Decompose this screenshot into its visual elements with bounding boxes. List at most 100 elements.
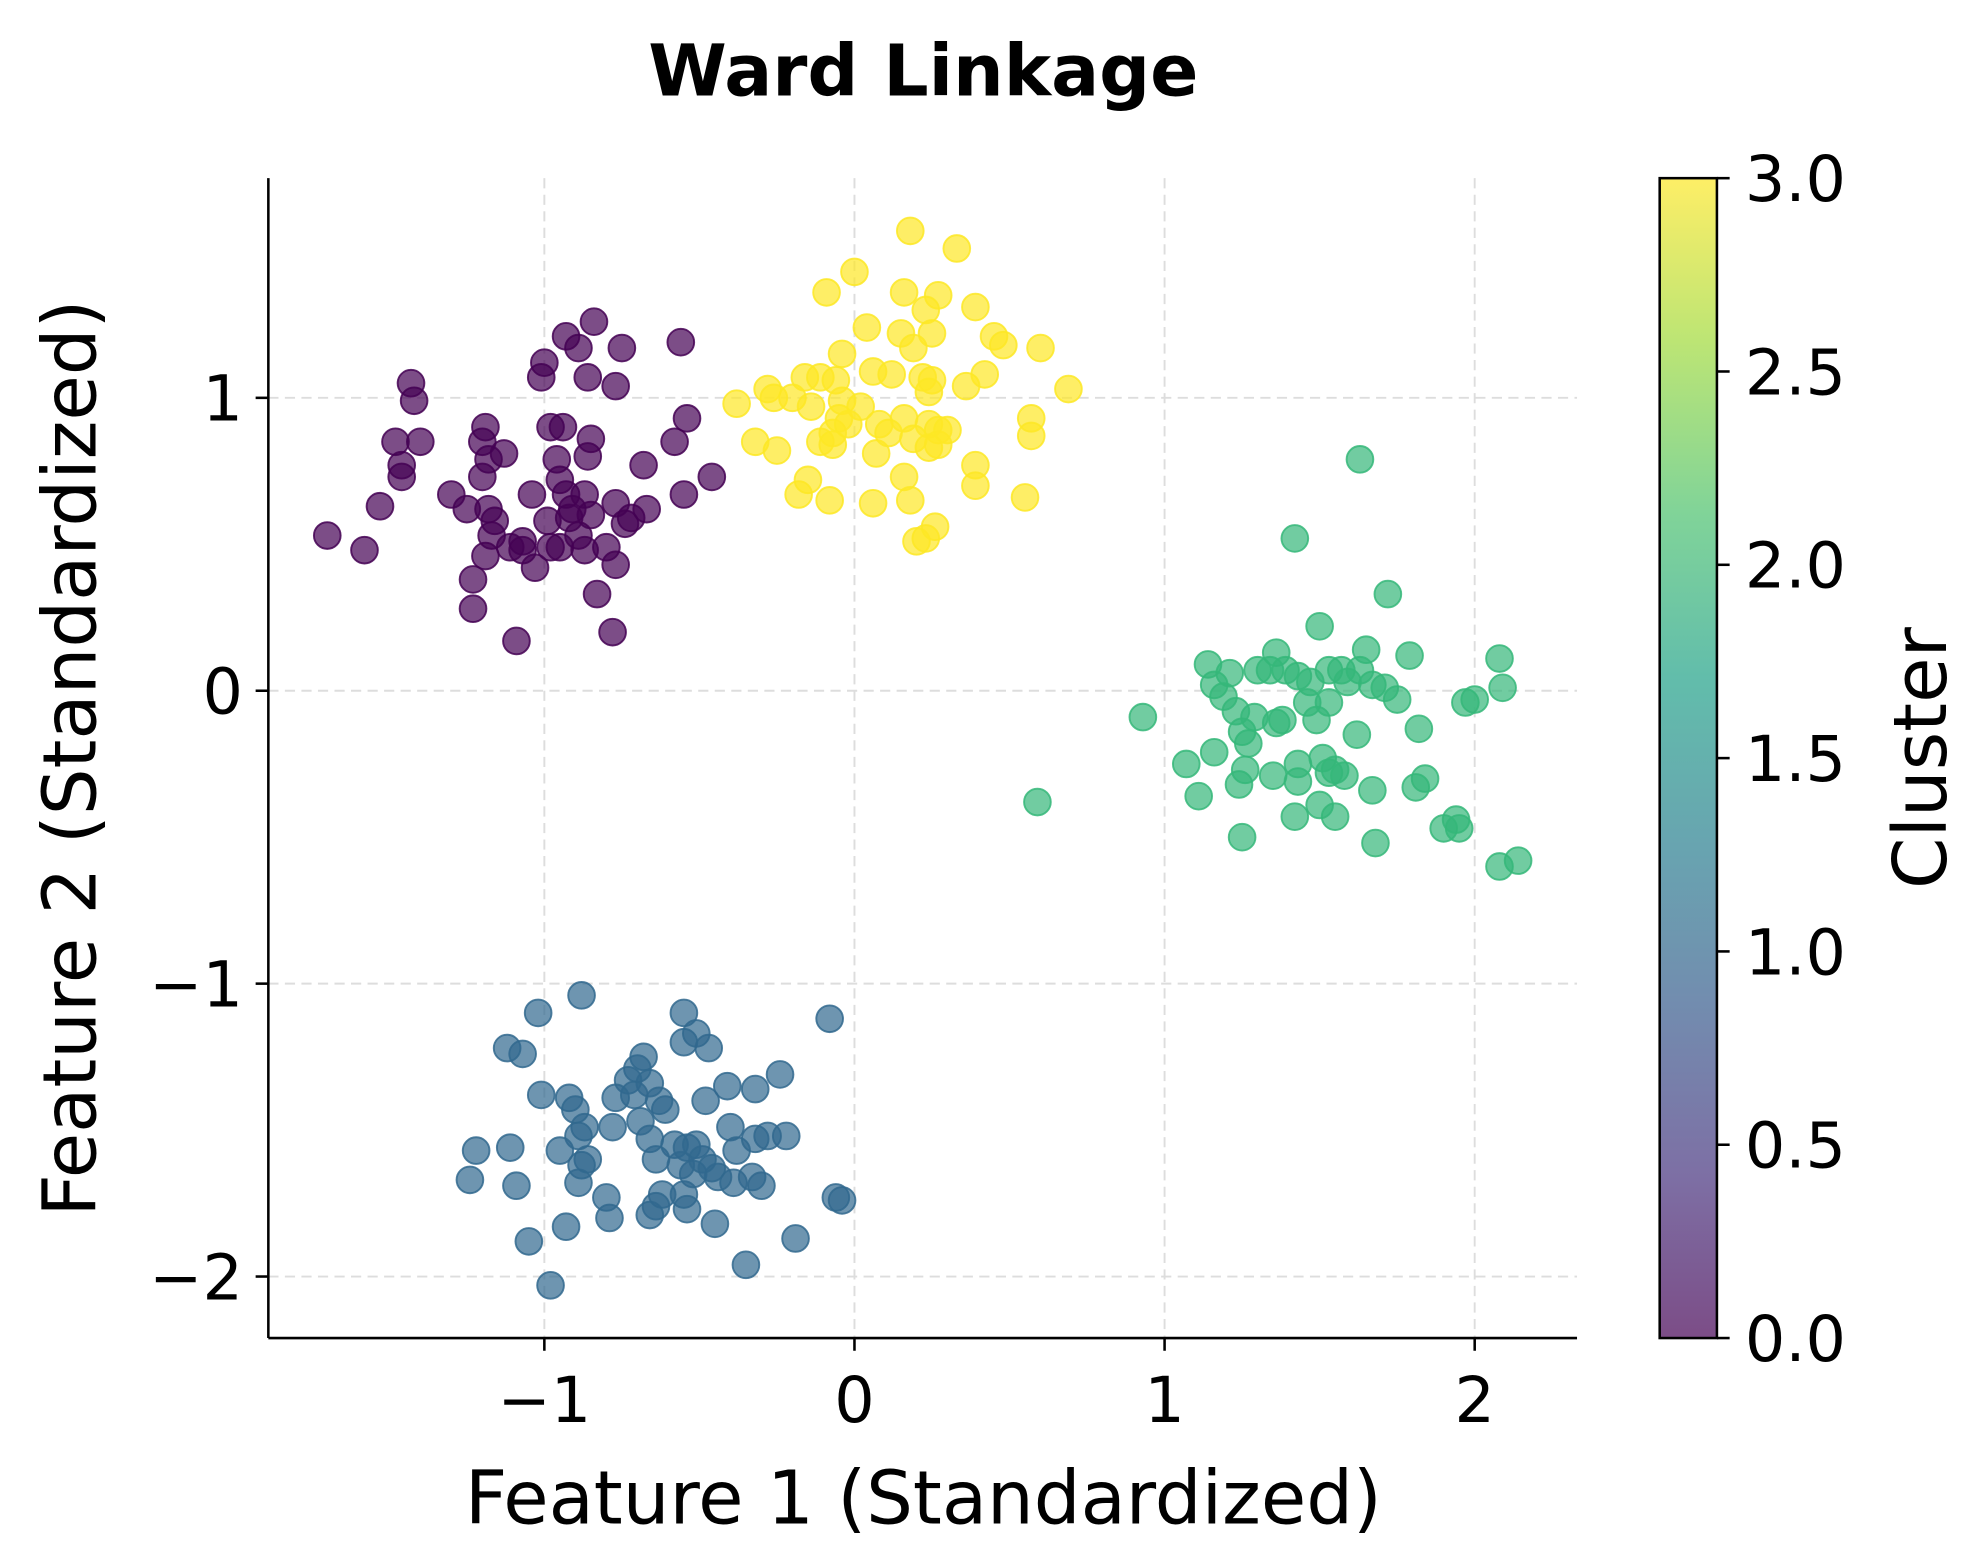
data-point [1054, 374, 1083, 404]
data-point [595, 1203, 624, 1233]
data-point [545, 1136, 575, 1165]
data-point [1305, 611, 1334, 641]
data-point [917, 319, 947, 348]
data-point [458, 565, 488, 594]
data-point [1010, 483, 1040, 512]
data-point [598, 617, 627, 647]
x-tick-label: −1 [497, 1363, 591, 1437]
cluster-3-points [722, 216, 1083, 556]
data-point [461, 1136, 491, 1165]
data-point [815, 1004, 844, 1034]
data-point [1373, 579, 1403, 609]
chart-title: Ward Linkage [648, 30, 1198, 113]
data-point [399, 386, 429, 416]
data-point [387, 462, 417, 492]
data-point [672, 404, 702, 433]
data-point [933, 415, 962, 445]
data-point [1268, 705, 1297, 735]
data-point [1395, 641, 1424, 670]
y-axis-label: Feature 2 (Standardized) [28, 300, 113, 1217]
data-point [567, 981, 596, 1010]
data-point [533, 506, 562, 536]
data-point [495, 1133, 525, 1162]
data-point [895, 216, 925, 246]
x-tick-label: 2 [1454, 1363, 1494, 1437]
data-point [989, 330, 1018, 360]
data-point [877, 360, 906, 389]
data-point [827, 1186, 857, 1215]
data-point [471, 541, 500, 571]
data-point [1016, 421, 1046, 451]
data-point [700, 1209, 730, 1239]
data-point [812, 278, 841, 307]
data-point [697, 462, 727, 492]
colorbar-tick-label: 0.5 [1745, 1109, 1846, 1183]
data-point [951, 371, 981, 401]
data-point [564, 333, 593, 363]
data-point [716, 1112, 745, 1142]
data-point [1199, 737, 1229, 767]
x-axis-label: Feature 1 (Standardized) [465, 1457, 1382, 1542]
data-point [874, 418, 903, 448]
data-point [818, 430, 848, 460]
cluster-2-points [1023, 445, 1533, 881]
data-point [1320, 802, 1350, 831]
y-tick-label: 0 [202, 655, 242, 729]
data-point [545, 532, 575, 562]
colorbar: 0.0 0.5 1.0 1.5 2.0 2.5 3.0 Cluster [1658, 142, 1964, 1376]
data-point [731, 1250, 761, 1280]
data-point [1230, 755, 1260, 785]
data-point [672, 1194, 702, 1224]
data-point [508, 535, 537, 565]
data-point [697, 1153, 727, 1183]
y-tick-label: −2 [149, 1240, 243, 1314]
data-point [480, 506, 510, 536]
data-point [530, 348, 559, 378]
y-tick-label: 1 [202, 362, 242, 436]
data-point [889, 462, 919, 492]
data-point [514, 1227, 544, 1256]
data-point [635, 1200, 665, 1230]
data-point [551, 1212, 581, 1242]
data-point [405, 427, 435, 457]
data-point [598, 1112, 627, 1142]
colorbar-tick-label: 1.0 [1745, 915, 1846, 989]
data-point [1023, 787, 1052, 817]
data-point [1342, 720, 1372, 749]
data-point [350, 535, 379, 565]
data-point [796, 392, 826, 421]
data-point [582, 579, 612, 609]
data-point [381, 427, 410, 457]
colorbar-tick-label: 1.5 [1745, 722, 1846, 796]
data-point [747, 1171, 776, 1201]
data-point [641, 1145, 671, 1174]
data-point [942, 234, 972, 263]
data-point [1503, 846, 1533, 875]
data-point [1488, 673, 1517, 703]
data-point [1485, 644, 1514, 673]
data-point [861, 439, 891, 468]
data-point [1441, 805, 1471, 834]
data-point [1280, 802, 1310, 831]
data-point [1026, 333, 1055, 363]
x-ticks: −1 0 1 2 [497, 1338, 1495, 1437]
cluster-0-points [312, 307, 727, 656]
data-point [666, 327, 696, 357]
data-point [1358, 776, 1387, 805]
x-tick-label: 0 [834, 1363, 874, 1437]
data-point [601, 371, 630, 401]
data-point [889, 278, 919, 307]
data-point [660, 427, 689, 457]
data-point [508, 1039, 537, 1069]
data-point [1171, 749, 1201, 779]
data-point [536, 1271, 565, 1300]
data-point [458, 594, 488, 624]
data-point [1128, 702, 1158, 732]
data-point [610, 509, 640, 539]
data-point [815, 486, 844, 515]
data-point [762, 436, 792, 465]
data-point [740, 1074, 770, 1104]
data-point [895, 486, 925, 515]
data-point [840, 257, 869, 287]
